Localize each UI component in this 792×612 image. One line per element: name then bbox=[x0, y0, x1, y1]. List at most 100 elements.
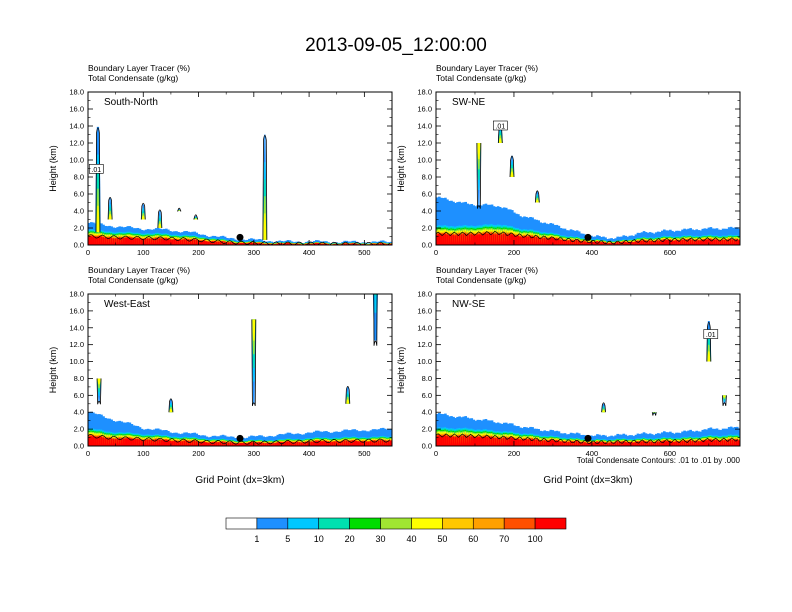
tracer-column bbox=[351, 240, 355, 244]
tracer-column bbox=[513, 212, 516, 235]
tracer-column bbox=[498, 438, 502, 446]
tracer-column bbox=[92, 412, 95, 437]
tracer-column bbox=[545, 440, 549, 446]
tracer-column bbox=[126, 438, 130, 446]
tracer-column bbox=[510, 234, 514, 245]
tracer-column bbox=[705, 239, 709, 245]
tracer-column bbox=[175, 239, 178, 245]
tracer-column bbox=[90, 436, 93, 446]
tracer-column bbox=[260, 435, 263, 443]
tracer-column bbox=[207, 241, 211, 245]
tracer-column bbox=[371, 440, 375, 446]
tracer-column bbox=[571, 230, 575, 241]
tracer-column bbox=[709, 227, 713, 240]
tracer-column bbox=[472, 419, 476, 437]
tracer-column bbox=[519, 439, 522, 446]
tracer-column bbox=[140, 440, 144, 446]
tracer-column bbox=[579, 233, 583, 241]
tracer-column bbox=[539, 430, 542, 440]
tracer-column bbox=[355, 241, 359, 244]
tracer-column bbox=[731, 227, 735, 240]
tracer-column bbox=[152, 238, 156, 245]
tracer-column bbox=[529, 426, 532, 440]
tracer-column bbox=[379, 243, 383, 245]
tracer-column bbox=[179, 240, 182, 245]
tracer-column bbox=[282, 434, 286, 443]
tracer-column bbox=[211, 442, 215, 446]
tracer-column bbox=[193, 239, 197, 245]
tracer-column bbox=[300, 434, 304, 442]
tracer-column bbox=[504, 207, 508, 234]
x-tick-label: 200 bbox=[192, 248, 205, 257]
tracer-column bbox=[510, 423, 514, 439]
panel-subtitle-tracer: Boundary Layer Tracer (%) bbox=[88, 63, 190, 73]
tracer-column bbox=[225, 436, 229, 443]
tracer-column bbox=[363, 242, 367, 244]
plot-area: .01 bbox=[436, 120, 740, 245]
tracer-column bbox=[521, 217, 524, 236]
tracer-column bbox=[450, 200, 453, 235]
tracer-column bbox=[118, 237, 122, 245]
tracer-column bbox=[561, 228, 565, 240]
tracer-column bbox=[480, 205, 484, 234]
tracer-column bbox=[349, 440, 353, 446]
tracer-column bbox=[104, 237, 107, 245]
tracer-column bbox=[456, 416, 459, 436]
tracer-column bbox=[683, 239, 686, 245]
tracer-column bbox=[341, 441, 344, 446]
tracer-column bbox=[563, 228, 567, 240]
tracer-column bbox=[215, 442, 219, 446]
tracer-column bbox=[519, 427, 522, 439]
tracer-column bbox=[600, 237, 603, 243]
plume-layer bbox=[535, 199, 539, 203]
tracer-column bbox=[264, 241, 267, 244]
tracer-column bbox=[460, 202, 463, 235]
tracer-column bbox=[541, 238, 545, 245]
y-tick-label: 6.0 bbox=[74, 190, 84, 199]
tracer-column bbox=[373, 241, 377, 244]
y-axis-label: Height (km) bbox=[396, 145, 406, 192]
tracer-column bbox=[351, 440, 355, 446]
plume-layer bbox=[510, 171, 514, 177]
tracer-column bbox=[543, 222, 547, 238]
tracer-column bbox=[446, 234, 449, 245]
tracer-column bbox=[440, 435, 443, 446]
tracer-column bbox=[527, 217, 530, 237]
tracer-column bbox=[699, 230, 703, 240]
tracer-column bbox=[276, 434, 280, 443]
tracer-column bbox=[244, 243, 247, 245]
tracer-column bbox=[359, 431, 363, 441]
tracer-column bbox=[371, 243, 375, 245]
tracer-column bbox=[347, 430, 351, 441]
tracer-column bbox=[596, 235, 599, 242]
tracer-column bbox=[361, 242, 365, 244]
tracer-column bbox=[171, 433, 174, 441]
tracer-column bbox=[575, 230, 579, 241]
tracer-column bbox=[132, 439, 136, 446]
y-tick-label: 18.0 bbox=[69, 88, 84, 97]
tracer-column bbox=[160, 238, 164, 245]
tracer-column bbox=[575, 240, 579, 245]
tracer-column bbox=[478, 419, 482, 437]
tracer-column bbox=[193, 440, 197, 446]
tracer-column bbox=[185, 440, 188, 446]
tracer-column bbox=[594, 236, 597, 242]
tracer-column bbox=[486, 233, 490, 245]
tracer-column bbox=[488, 420, 492, 438]
tracer-column bbox=[132, 425, 136, 439]
tracer-column bbox=[235, 243, 239, 245]
tracer-column bbox=[94, 436, 97, 446]
tracer-column bbox=[581, 233, 585, 242]
condensate-contour bbox=[476, 142, 482, 209]
x-tick-label: 400 bbox=[303, 449, 316, 458]
tracer-column bbox=[440, 234, 443, 245]
tracer-column bbox=[296, 441, 300, 446]
tracer-column bbox=[616, 242, 619, 245]
tracer-column bbox=[250, 238, 253, 244]
tracer-column bbox=[233, 443, 237, 446]
plume-layer bbox=[252, 319, 256, 341]
tracer-column bbox=[656, 240, 660, 245]
y-tick-label: 0.0 bbox=[74, 442, 84, 451]
tracer-column bbox=[725, 228, 729, 240]
tracer-column bbox=[689, 239, 692, 245]
